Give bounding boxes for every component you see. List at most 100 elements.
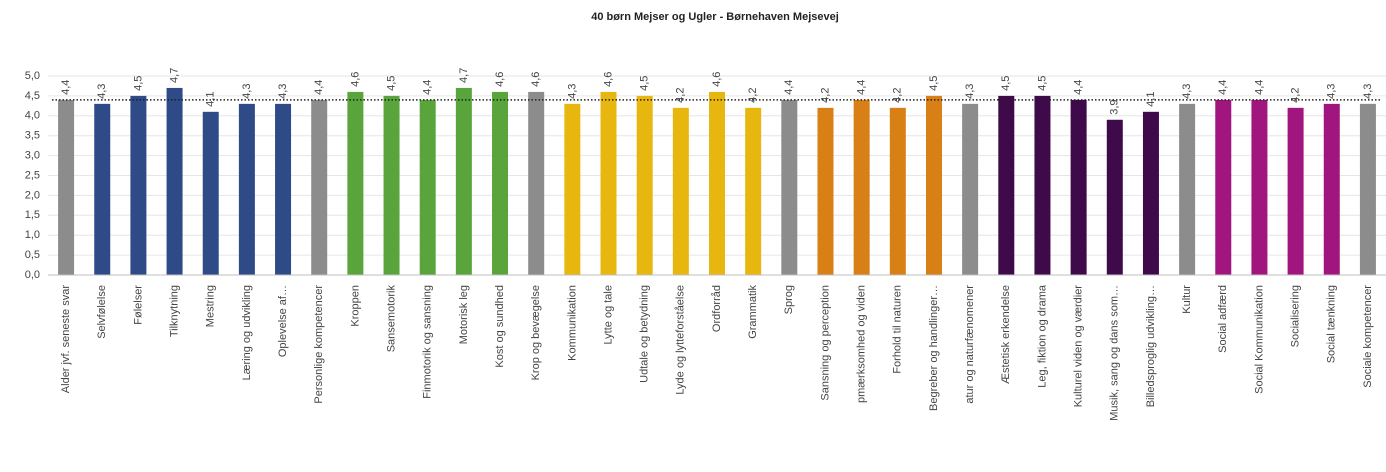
value-label: 4,1: [1145, 92, 1157, 107]
bar: [1179, 103, 1196, 275]
x-tick-label: Sansemotorik: [385, 285, 397, 353]
x-tick-label: Ordforråd: [711, 285, 723, 332]
value-label: 4,3: [566, 84, 578, 99]
x-tick-label: Følelser: [132, 285, 144, 325]
x-tick-label: Personlige kompetencer: [313, 285, 325, 404]
bar: [202, 111, 219, 275]
x-tick-label: Billedsproglig udvikling…: [1145, 285, 1157, 407]
y-tick-label: 2,5: [25, 169, 40, 181]
bar: [492, 91, 509, 275]
value-label: 4,3: [241, 84, 253, 99]
bar: [925, 95, 942, 276]
x-tick-label: Oplevelse af…: [277, 285, 289, 357]
x-tick-label: atur og naturfænomener: [964, 285, 976, 404]
bar: [311, 99, 328, 275]
y-tick-label: 5,0: [25, 70, 40, 82]
x-tick-label: Grammatik: [747, 285, 759, 339]
bar: [130, 95, 147, 276]
x-tick-label: Social Kommunikation: [1253, 285, 1265, 394]
bar: [962, 103, 979, 275]
bar: [600, 91, 617, 275]
y-tick-label: 1,0: [25, 229, 40, 241]
value-label: 4,3: [1326, 84, 1338, 99]
bar: [1251, 99, 1268, 275]
x-tick-label: Krop og bevægelse: [530, 285, 542, 380]
value-label: 4,4: [1253, 80, 1265, 95]
x-tick-label: Leg, fiktion og drama: [1036, 284, 1048, 388]
bar: [998, 95, 1015, 276]
x-tick-label: Social tænkning: [1326, 285, 1338, 363]
x-tick-label: Finmotorik og sansning: [422, 285, 434, 399]
bar: [419, 99, 436, 275]
value-label: 4,5: [928, 76, 940, 91]
value-label: 4,4: [1217, 80, 1229, 95]
value-label: 4,6: [349, 72, 361, 87]
value-label: 4,5: [1000, 76, 1012, 91]
bar: [383, 95, 400, 276]
value-label: 4,6: [711, 72, 723, 87]
bar: [347, 91, 364, 275]
x-tick-label: Æstetisk erkendelse: [1000, 285, 1012, 384]
value-label: 4,4: [856, 80, 868, 95]
y-tick-label: 4,0: [25, 110, 40, 122]
value-label: 4,5: [132, 76, 144, 91]
value-label: 4,2: [892, 88, 904, 103]
value-label: 4,5: [385, 76, 397, 91]
bar: [889, 107, 906, 275]
bar: [564, 103, 581, 275]
bar: [817, 107, 834, 275]
bar: [1359, 103, 1376, 275]
value-label: 4,3: [964, 84, 976, 99]
x-tick-label: Sociale kompetencer: [1362, 285, 1374, 388]
bar: [275, 103, 292, 275]
bar: [1323, 103, 1340, 275]
bar: [58, 99, 75, 275]
bar: [528, 91, 545, 275]
value-label: 4,3: [1362, 84, 1374, 99]
value-label: 4,3: [96, 84, 108, 99]
bar: [636, 95, 653, 276]
bar: [1070, 99, 1087, 275]
x-tick-label: Sprog: [783, 285, 795, 314]
bar: [1287, 107, 1304, 275]
value-label: 4,3: [1181, 84, 1193, 99]
bar: [745, 107, 762, 275]
x-tick-label: Læring og udvikling: [241, 285, 253, 380]
x-tick-label: Begreber og handlinger…: [928, 285, 940, 411]
y-tick-label: 3,0: [25, 150, 40, 162]
bar: [1142, 111, 1159, 275]
x-tick-label: Kroppen: [349, 285, 361, 327]
y-tick-label: 0,5: [25, 249, 40, 261]
value-label: 4,3: [277, 84, 289, 99]
y-tick-label: 4,5: [25, 90, 40, 102]
value-label: 4,2: [675, 88, 687, 103]
bar: [1106, 119, 1123, 275]
y-tick-label: 3,5: [25, 130, 40, 142]
x-tick-label: Social adfærd: [1217, 285, 1229, 353]
value-label: 4,5: [1036, 76, 1048, 91]
y-tick-label: 0,0: [25, 269, 40, 281]
x-tick-label: Alder jvf. seneste svar: [60, 285, 72, 394]
value-label: 4,2: [819, 88, 831, 103]
value-label: 4,4: [313, 80, 325, 95]
bar: [166, 87, 183, 275]
y-tick-label: 1,5: [25, 209, 40, 221]
value-label: 4,6: [494, 72, 506, 87]
value-label: 4,2: [747, 88, 759, 103]
x-tick-label: Kost og sundhed: [494, 285, 506, 368]
bar: [709, 91, 725, 275]
x-tick-label: Udtale og betydning: [639, 285, 651, 383]
x-tick-label: Socialisering: [1290, 285, 1302, 347]
value-label: 4,7: [168, 68, 180, 83]
x-tick-label: Lytte og tale: [602, 285, 614, 345]
value-label: 4,6: [530, 72, 542, 87]
x-tick-label: Forhold til naturen: [892, 285, 904, 374]
value-label: 4,4: [1073, 80, 1085, 95]
x-tick-label: Kulturel viden og værdier: [1073, 285, 1085, 408]
bar: [853, 99, 870, 275]
bar: [455, 87, 472, 275]
x-tick-label: Lyde og lytteforståelse: [675, 285, 687, 395]
bar: [672, 107, 689, 275]
